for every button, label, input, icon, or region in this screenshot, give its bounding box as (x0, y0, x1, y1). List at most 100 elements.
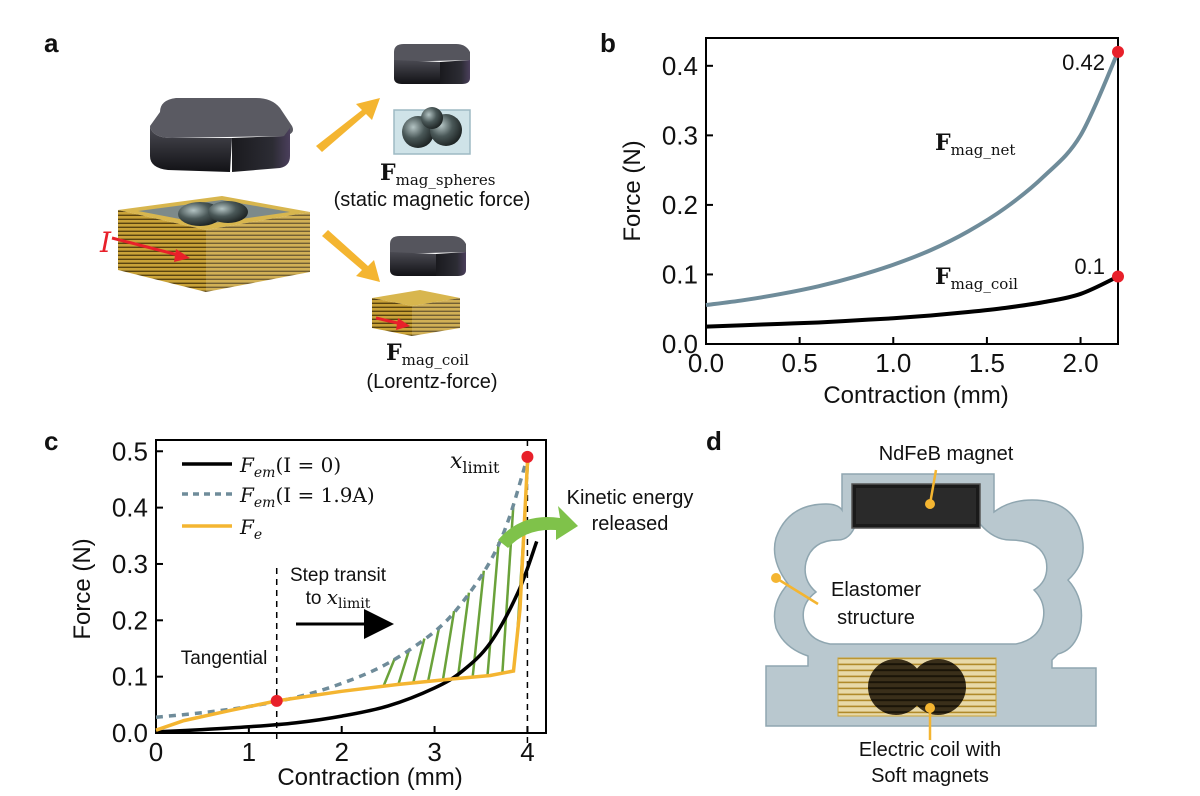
xlimit-sub: limit (462, 458, 500, 477)
series-label-net-main: F (935, 130, 951, 156)
annotation-kinetic-1: Kinetic energy (567, 487, 694, 509)
energy-hatch-line (426, 626, 441, 682)
legend-3-sub: e (254, 527, 262, 543)
coil-force-label: Fmag_coil (Lorentz-force) (366, 340, 497, 393)
step-to-sub: limit (338, 596, 371, 612)
energy-hatch-line (397, 648, 411, 685)
series-label-coil-main: F (935, 264, 951, 290)
coil-force-main: F (386, 340, 402, 366)
series-label-net: Fmag_net (935, 130, 1015, 159)
chart-b-xtick-label: 1.5 (969, 348, 1005, 378)
small-coil (372, 290, 460, 336)
chart-c-ytick-label: 0.1 (112, 662, 148, 692)
panel-b-letter: b (600, 28, 616, 58)
annotation-kinetic-2: released (592, 513, 669, 535)
panel-a: a I (44, 28, 530, 393)
annotation-01: 0.1 (1074, 254, 1105, 279)
chart-c-ytick-label: 0.4 (112, 493, 148, 523)
chart-c-xtick-label: 2 (334, 737, 348, 767)
legend-1-rest: (I = 0) (275, 453, 341, 477)
spheres-force-main: F (380, 160, 396, 186)
panel-d-letter: d (706, 426, 722, 456)
limit-point (521, 450, 534, 463)
legend-3-main: F (239, 515, 255, 539)
chart-c-xtick-label: 3 (427, 737, 441, 767)
chart-c-ytick-label: 0.0 (112, 718, 148, 748)
endpoint-marker-coil (1112, 270, 1124, 283)
magnet-leader-dot (925, 499, 935, 509)
series-line-mag-coil (705, 274, 1119, 329)
chart-b-ytick-label: 0.4 (662, 51, 698, 81)
kinetic-arrow (498, 506, 578, 548)
elastomer-label-2: structure (837, 607, 915, 629)
series-label-coil-sub: mag_coil (951, 275, 1018, 293)
tangential-point (270, 694, 283, 707)
annotation-step-transit: Step transit (290, 565, 387, 586)
legend-2-sub: em (254, 495, 276, 511)
spheres-box (393, 107, 471, 155)
spheres-caption: (static magnetic force) (334, 189, 531, 211)
panel-c-letter: c (44, 426, 58, 456)
small-magnet-top (394, 44, 470, 84)
elastomer-leader (775, 576, 819, 606)
chart-c-ylabel: Force (N) (69, 538, 96, 639)
chart-b-xtick-label: 0.5 (782, 348, 818, 378)
chart-b-xtick-label: 1.0 (875, 348, 911, 378)
elastomer-label-1: Elastomer (831, 579, 921, 601)
legend-label-2: Fem(I = 1.9A) (239, 483, 375, 511)
panel-d: d NdFeB magnet Elastomer structure Elect… (706, 426, 1097, 787)
chart-b-frame (705, 37, 1119, 345)
chart-c-xtick-label: 4 (520, 737, 534, 767)
energy-hatch-line (441, 610, 456, 681)
chart-b-xtick-label: 2.0 (1062, 348, 1098, 378)
chart-c-frame (155, 439, 547, 734)
step-to-var: x (327, 585, 338, 609)
svg-text:Fmag_spheres: Fmag_spheres (380, 160, 495, 189)
energy-hatch-line (486, 542, 500, 676)
energy-hatch-line (412, 638, 426, 684)
coil-label-1: Electric coil with (859, 739, 1001, 761)
chart-b-ytick-label: 0.2 (662, 190, 698, 220)
legend-label-3: Fe (239, 515, 262, 543)
lower-arrow (322, 230, 380, 282)
soft-magnet-left (868, 659, 924, 715)
magnet-leader (928, 469, 938, 505)
upper-arrow (316, 98, 380, 152)
ndfeb-magnet-inner (856, 488, 976, 524)
series-line-mag-net (705, 51, 1120, 308)
chart-b-xlabel: Contraction (mm) (823, 382, 1008, 409)
coil-force-sub: mag_coil (402, 351, 469, 369)
soft-magnet-right (910, 659, 966, 715)
endpoint-marker-net (1112, 45, 1124, 58)
svg-text:Fmag_coil: Fmag_coil (386, 340, 469, 369)
small-magnet-lower (390, 236, 466, 276)
step-to-pre: to (306, 588, 327, 609)
chart-c-ytick-label: 0.2 (112, 605, 148, 635)
legend-1-main: F (239, 453, 255, 477)
energy-hatch-line (382, 658, 396, 687)
annotation-xlimit: xlimit (450, 449, 500, 477)
chart-b: b 0.0 0.5 1.0 1.5 2.0 0.0 0.1 0.2 0.3 0.4 Contrac… (600, 28, 1124, 409)
chart-b-ytick-label: 0.1 (662, 259, 698, 289)
chart-b-ytick-label: 0.0 (662, 329, 698, 359)
legend-label-1: Fem(I = 0) (239, 453, 341, 481)
electric-coil (837, 657, 997, 717)
series-label-coil: Fmag_coil (935, 264, 1018, 293)
chart-b-xtick-label: 0.0 (688, 348, 724, 378)
panel-a-letter: a (44, 28, 59, 58)
chart-c-legend: Fem(I = 0) Fem(I = 1.9A) Fe (182, 453, 375, 543)
chart-c: c 0 1 2 3 4 0.0 0.1 0.2 0.3 0.4 0.5 Contraction (m… (44, 426, 693, 791)
series-line-em-i0 (155, 540, 539, 734)
annotation-tangential: Tangential (181, 648, 268, 669)
current-symbol: I (99, 226, 112, 259)
legend-2-rest: (I = 1.9A) (275, 483, 374, 507)
chart-c-ytick-label: 0.5 (112, 436, 148, 466)
chart-b-ytick-label: 0.3 (662, 120, 698, 150)
chart-c-xlabel: Contraction (mm) (277, 764, 462, 791)
xlimit-var: x (450, 449, 463, 474)
spheres-force-sub: mag_spheres (396, 171, 496, 189)
energy-hatch-line (456, 592, 471, 679)
annotation-042: 0.42 (1062, 50, 1105, 75)
series-label-net-sub: mag_net (951, 141, 1016, 159)
